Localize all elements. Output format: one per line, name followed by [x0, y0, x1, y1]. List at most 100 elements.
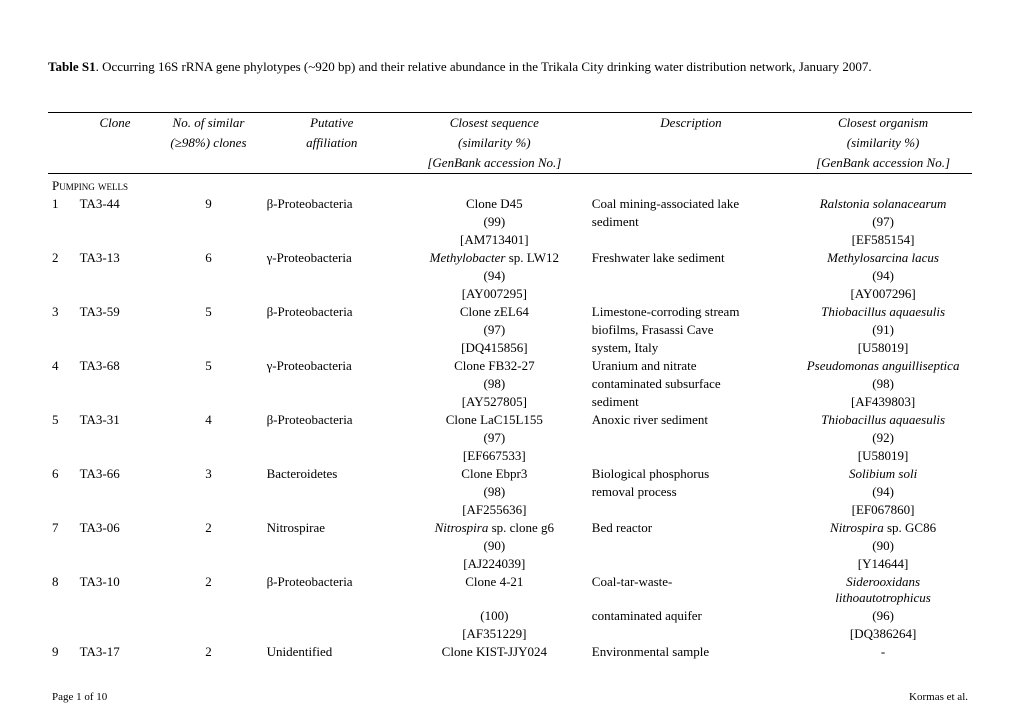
- table-body: Pumping wells 1TA3-449β-ProteobacteriaCl…: [48, 173, 972, 661]
- cell-clone: [76, 339, 155, 357]
- cell-description: sediment: [588, 213, 794, 231]
- cell-affiliation: [263, 501, 401, 519]
- cell-organism: (91): [794, 321, 972, 339]
- cell-sequence: Clone D45: [401, 195, 588, 213]
- caption-label: Table S1: [48, 59, 96, 74]
- cell-organism: [Y14644]: [794, 555, 972, 573]
- cell-sequence: (100): [401, 607, 588, 625]
- cell-count: 2: [154, 643, 262, 661]
- cell-sequence: Clone 4-21: [401, 573, 588, 607]
- cell-count: [154, 447, 262, 465]
- table-row: (94)(94): [48, 267, 972, 285]
- cell-organism: (98): [794, 375, 972, 393]
- cell-count: [154, 267, 262, 285]
- table-row: [AM713401][EF585154]: [48, 231, 972, 249]
- cell-clone: [76, 607, 155, 625]
- cell-count: [154, 555, 262, 573]
- th-closeseq2: (similarity %): [401, 133, 588, 153]
- cell-organism: Solibium soli: [794, 465, 972, 483]
- cell-description: sediment: [588, 393, 794, 411]
- cell-description: [588, 285, 794, 303]
- table-row: [AY527805]sediment[AF439803]: [48, 393, 972, 411]
- cell-count: 2: [154, 573, 262, 607]
- cell-clone: TA3-06: [76, 519, 155, 537]
- cell-clone: TA3-68: [76, 357, 155, 375]
- row-index: [48, 625, 76, 643]
- cell-organism: [EF067860]: [794, 501, 972, 519]
- cell-clone: TA3-17: [76, 643, 155, 661]
- footer-right: Kormas et al.: [909, 691, 968, 703]
- cell-affiliation: Bacteroidetes: [263, 465, 401, 483]
- table-row: (100)contaminated aquifer(96): [48, 607, 972, 625]
- row-index: [48, 483, 76, 501]
- table-row: [DQ415856]system, Italy[U58019]: [48, 339, 972, 357]
- table-row: 3TA3-595β-ProteobacteriaClone zEL64Limes…: [48, 303, 972, 321]
- cell-sequence: [AY527805]: [401, 393, 588, 411]
- cell-affiliation: [263, 483, 401, 501]
- cell-sequence: Clone LaC15L155: [401, 411, 588, 429]
- cell-affiliation: [263, 267, 401, 285]
- cell-count: [154, 429, 262, 447]
- cell-affiliation: β-Proteobacteria: [263, 411, 401, 429]
- cell-organism: (97): [794, 213, 972, 231]
- cell-clone: [76, 321, 155, 339]
- cell-count: [154, 285, 262, 303]
- cell-sequence: (94): [401, 267, 588, 285]
- th-closeorg: Closest organism: [794, 112, 972, 133]
- cell-sequence: Clone Ebpr3: [401, 465, 588, 483]
- cell-affiliation: [263, 607, 401, 625]
- cell-count: [154, 339, 262, 357]
- cell-count: [154, 213, 262, 231]
- cell-affiliation: β-Proteobacteria: [263, 303, 401, 321]
- cell-description: contaminated aquifer: [588, 607, 794, 625]
- table-row: (98)contaminated subsurface(98): [48, 375, 972, 393]
- cell-affiliation: [263, 447, 401, 465]
- cell-count: 2: [154, 519, 262, 537]
- row-index: 4: [48, 357, 76, 375]
- row-index: [48, 393, 76, 411]
- row-index: 7: [48, 519, 76, 537]
- cell-affiliation: [263, 393, 401, 411]
- cell-clone: TA3-10: [76, 573, 155, 607]
- cell-affiliation: [263, 231, 401, 249]
- table-row: (97)(92): [48, 429, 972, 447]
- table-row: 7TA3-062NitrospiraeNitrospira sp. clone …: [48, 519, 972, 537]
- cell-affiliation: γ-Proteobacteria: [263, 249, 401, 267]
- cell-clone: [76, 267, 155, 285]
- cell-clone: TA3-59: [76, 303, 155, 321]
- cell-sequence: [AF351229]: [401, 625, 588, 643]
- cell-clone: [76, 501, 155, 519]
- cell-description: [588, 537, 794, 555]
- th-affil2: affiliation: [263, 133, 401, 153]
- cell-description: [588, 555, 794, 573]
- cell-count: 5: [154, 303, 262, 321]
- cell-affiliation: Nitrospirae: [263, 519, 401, 537]
- cell-organism: [U58019]: [794, 447, 972, 465]
- cell-description: [588, 267, 794, 285]
- cell-count: [154, 231, 262, 249]
- cell-affiliation: [263, 321, 401, 339]
- cell-clone: [76, 231, 155, 249]
- cell-organism: [AF439803]: [794, 393, 972, 411]
- section-row: Pumping wells: [48, 173, 972, 195]
- th-closeseq: Closest sequence: [401, 112, 588, 133]
- cell-affiliation: [263, 285, 401, 303]
- row-index: [48, 555, 76, 573]
- row-index: 6: [48, 465, 76, 483]
- cell-count: [154, 625, 262, 643]
- cell-clone: TA3-66: [76, 465, 155, 483]
- cell-sequence: Methylobacter sp. LW12: [401, 249, 588, 267]
- cell-clone: [76, 393, 155, 411]
- cell-count: [154, 537, 262, 555]
- row-index: 3: [48, 303, 76, 321]
- table-row: 4TA3-685γ-ProteobacteriaClone FB32-27Ura…: [48, 357, 972, 375]
- cell-affiliation: [263, 429, 401, 447]
- cell-sequence: Clone FB32-27: [401, 357, 588, 375]
- cell-affiliation: [263, 625, 401, 643]
- cell-count: 9: [154, 195, 262, 213]
- table-row: [EF667533][U58019]: [48, 447, 972, 465]
- caption-text: . Occurring 16S rRNA gene phylotypes (~9…: [96, 59, 872, 74]
- cell-organism: Nitrospira sp. GC86: [794, 519, 972, 537]
- cell-clone: [76, 483, 155, 501]
- row-index: [48, 213, 76, 231]
